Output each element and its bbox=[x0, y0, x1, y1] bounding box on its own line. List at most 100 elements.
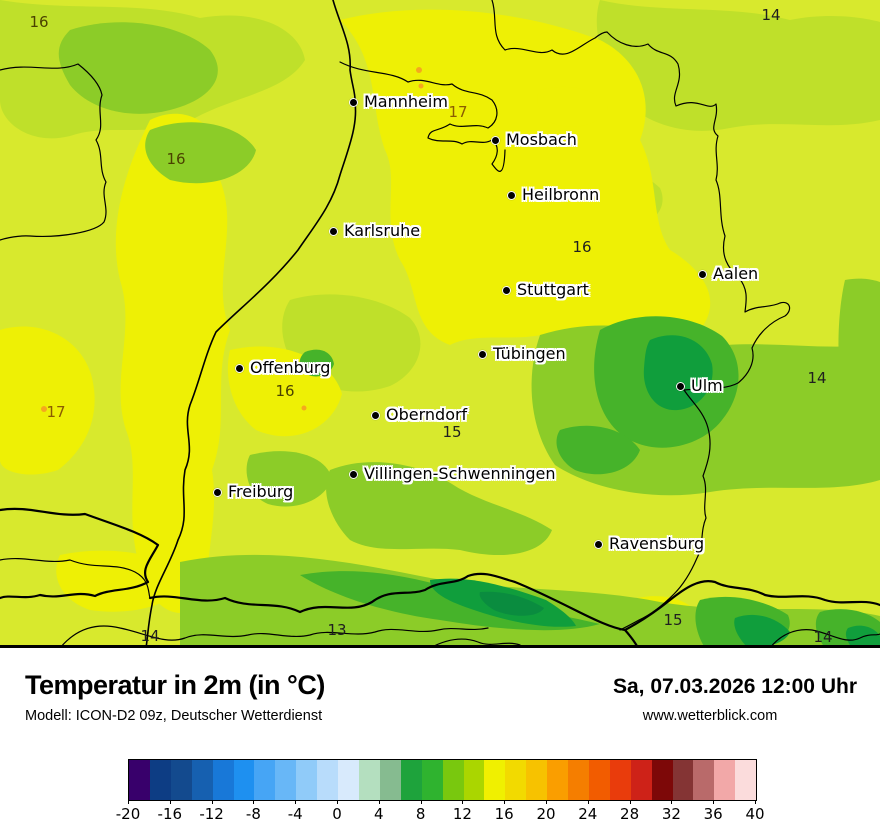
colorbar-tick bbox=[169, 800, 171, 804]
colorbar-segment-14 bbox=[484, 760, 506, 800]
website-url: www.wetterblick.com bbox=[642, 708, 778, 724]
colorbar-segment-18 bbox=[526, 760, 548, 800]
city-label: Heilbronn bbox=[522, 185, 600, 204]
colorbar-segment--18 bbox=[149, 760, 171, 800]
temp-value-label: 15 bbox=[663, 611, 683, 629]
colorbar-tick bbox=[462, 800, 464, 804]
city-dot-icon bbox=[594, 540, 603, 549]
temp-value-label: 17 bbox=[448, 103, 468, 121]
colorbar-segment-22 bbox=[568, 760, 589, 800]
city-dot-icon bbox=[213, 488, 222, 497]
colorbar-segment-12 bbox=[463, 760, 485, 800]
colorbar-tick bbox=[587, 800, 589, 804]
colorbar-segment--16 bbox=[170, 760, 192, 800]
colorbar-segment-36 bbox=[714, 760, 736, 800]
page-title: Temperatur in 2m (in °C) bbox=[25, 670, 325, 700]
colorbar-tick-label: 40 bbox=[745, 805, 765, 823]
colorbar-tick bbox=[755, 800, 756, 804]
city-label: Aalen bbox=[713, 264, 759, 283]
city-label: Ulm bbox=[691, 376, 723, 395]
city-dot-icon bbox=[371, 411, 380, 420]
colorbar-tick-label: 32 bbox=[661, 805, 681, 823]
city-dot-icon bbox=[478, 350, 487, 359]
colorbar-segment-24 bbox=[588, 760, 610, 800]
temp-value-label: 17 bbox=[46, 403, 66, 421]
colorbar-tick-label: 8 bbox=[415, 805, 426, 823]
colorbar-segment-32 bbox=[672, 760, 694, 800]
city-dot-icon bbox=[698, 270, 707, 279]
colorbar-segment--10 bbox=[233, 760, 255, 800]
colorbar-tick bbox=[546, 800, 547, 804]
colorbar-segment-38 bbox=[735, 760, 757, 800]
city-label: Ravensburg bbox=[609, 534, 705, 553]
colorbar-tick-label: -12 bbox=[199, 805, 224, 823]
colorbar-tick-label: -4 bbox=[287, 805, 303, 823]
map-region: Mannheim Mosbach Heilbronn Karlsruhe Aalen St… bbox=[0, 0, 880, 648]
colorbar-segment-20 bbox=[547, 760, 569, 800]
city-label: Offenburg bbox=[250, 358, 331, 377]
city-dot-icon bbox=[507, 191, 516, 200]
model-info: Modell: ICON-D2 09z, Deutscher Wetterdie… bbox=[25, 708, 323, 724]
temp-value-label: 15 bbox=[442, 423, 462, 441]
temp-value-label: 14 bbox=[807, 369, 827, 387]
colorbar-tick-label: 36 bbox=[703, 805, 723, 823]
colorbar-segment--2 bbox=[317, 760, 339, 800]
city-dot-icon bbox=[235, 364, 244, 373]
colorbar-segment--14 bbox=[191, 760, 213, 800]
forecast-datetime: Sa, 07.03.2026 12:00 Uhr bbox=[612, 675, 857, 698]
city-label: Mosbach bbox=[506, 130, 577, 149]
colorbar-segment-8 bbox=[421, 760, 443, 800]
city-label: Mannheim bbox=[364, 92, 448, 111]
colorbar-segment-16 bbox=[505, 760, 527, 800]
temp-value-label: 16 bbox=[29, 13, 49, 31]
colorbar-tick bbox=[128, 800, 129, 804]
colorbar-segment-28 bbox=[630, 760, 652, 800]
info-panel: Temperatur in 2m (in °C) Modell: ICON-D2… bbox=[0, 648, 880, 830]
colorbar-tick-label: 0 bbox=[332, 805, 342, 823]
colorbar-tick bbox=[420, 800, 422, 804]
city-label: Oberndorf bbox=[386, 405, 468, 424]
colorbar-tick-label: 12 bbox=[452, 805, 472, 823]
city-dot-icon bbox=[491, 136, 500, 145]
colorbar-tick-label: 16 bbox=[494, 805, 514, 823]
colorbar-tick-label: 4 bbox=[374, 805, 384, 823]
colorbar-segment-6 bbox=[400, 760, 422, 800]
temp-value-label: 14 bbox=[761, 6, 781, 24]
colorbar-tick bbox=[629, 800, 631, 804]
colorbar-tick bbox=[378, 800, 380, 804]
city-label: Freiburg bbox=[228, 482, 294, 501]
colorbar-tick bbox=[337, 800, 338, 804]
colorbar-tick bbox=[253, 800, 255, 804]
colorbar-segment-4 bbox=[379, 760, 401, 800]
temp-value-label: 14 bbox=[140, 627, 160, 645]
temp-value-label: 16 bbox=[275, 382, 295, 400]
colorbar-tick bbox=[504, 800, 506, 804]
colorbar-tick-label: 24 bbox=[578, 805, 598, 823]
colorbar-segment--12 bbox=[212, 760, 234, 800]
colorbar-segment-0 bbox=[338, 760, 359, 800]
colorbar-tick-label: -8 bbox=[245, 805, 261, 823]
temp-value-label: 16 bbox=[572, 238, 592, 256]
colorbar-tick-label: -20 bbox=[115, 805, 141, 823]
city-label: Villingen-Schwenningen bbox=[364, 464, 556, 483]
temp-value-label: 16 bbox=[166, 150, 186, 168]
colorbar-tick-label: 20 bbox=[536, 805, 556, 823]
city-dot-icon bbox=[502, 286, 511, 295]
city-label: Karlsruhe bbox=[344, 221, 421, 240]
colorbar-tick-label: 28 bbox=[620, 805, 640, 823]
colorbar-tick bbox=[211, 800, 213, 804]
colorbar-segment--6 bbox=[275, 760, 297, 800]
colorbar-tick bbox=[295, 800, 297, 804]
colorbar-segment--4 bbox=[296, 760, 318, 800]
colorbar-segment--20 bbox=[129, 760, 150, 800]
city-dot-icon bbox=[349, 470, 358, 479]
city-dot-icon bbox=[349, 98, 358, 107]
temp-value-label: 14 bbox=[813, 628, 833, 646]
city-label: Stuttgart bbox=[517, 280, 589, 299]
colorbar-segment-34 bbox=[693, 760, 715, 800]
colorbar-segment-2 bbox=[358, 760, 380, 800]
colorbar-tick bbox=[713, 800, 715, 804]
temperature-map-graphic bbox=[0, 0, 880, 648]
colorbar-segment-30 bbox=[651, 760, 673, 800]
